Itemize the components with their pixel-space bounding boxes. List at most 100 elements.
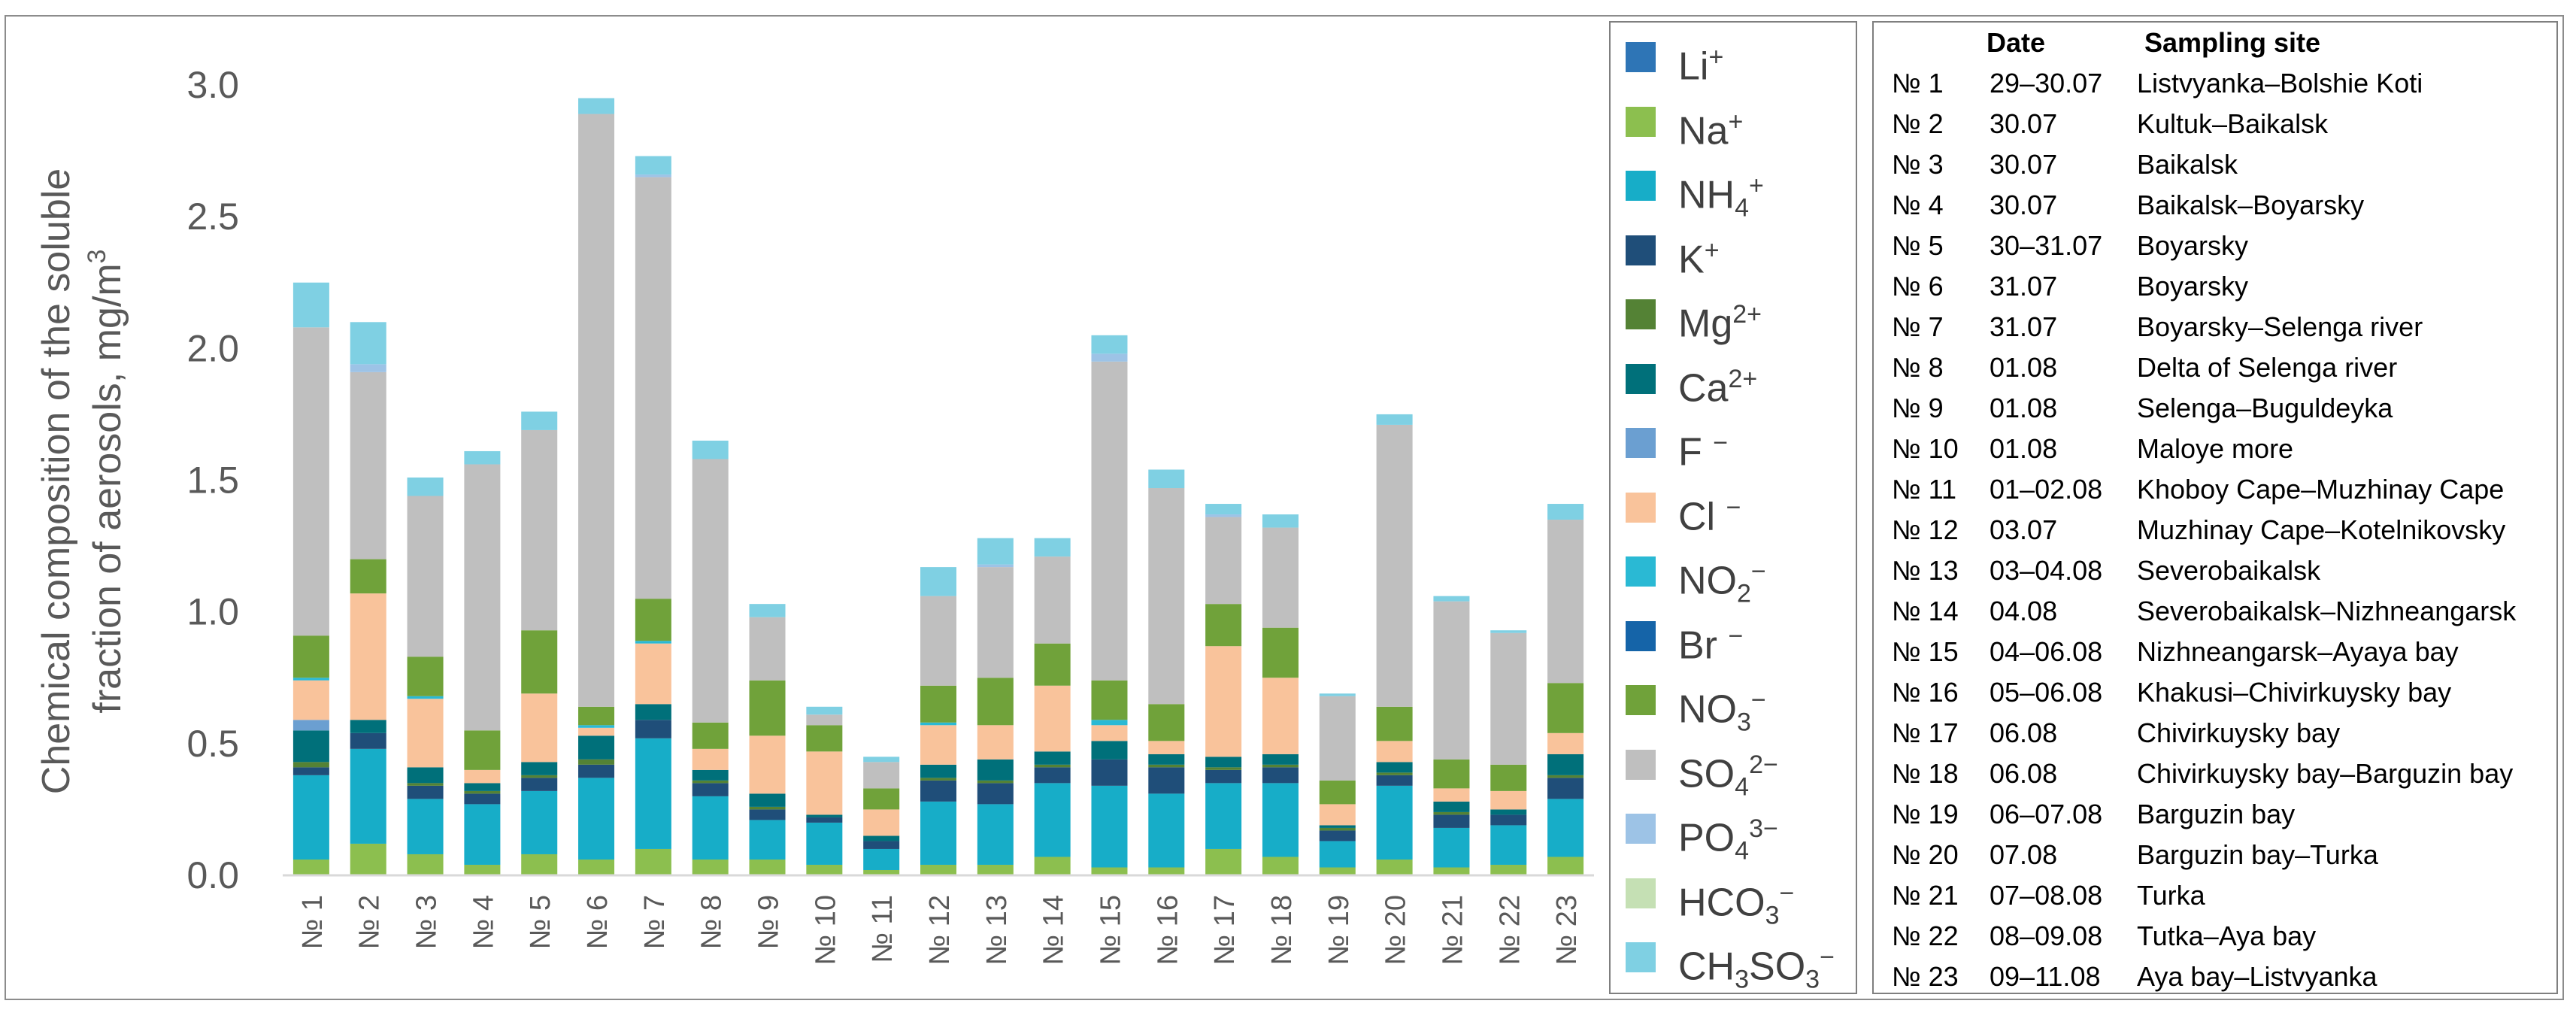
bar-segment	[749, 859, 786, 875]
bar-stack	[350, 322, 386, 875]
bar-segment	[1148, 754, 1185, 765]
bar-segment	[920, 764, 956, 778]
legend-label: Na+	[1678, 107, 1744, 153]
legend-swatch	[1626, 42, 1656, 72]
legend-label: K+	[1678, 235, 1720, 281]
sample-date: 07–08.08	[1990, 880, 2103, 911]
table-row: № 7 31.07 Boyarsky–Selenga river	[1892, 307, 2553, 347]
bar-segment	[806, 817, 843, 823]
bar-segment	[1433, 759, 1470, 789]
x-tick-label: № 10	[810, 895, 841, 966]
legend-item: Ca2+	[1621, 356, 1854, 410]
bar-segment	[1376, 859, 1413, 875]
bar-segment	[292, 282, 329, 328]
sample-date: 01.08	[1990, 433, 2058, 464]
legend-item: NO3−	[1621, 678, 1854, 737]
bar-segment	[1319, 804, 1356, 826]
bar-segment	[920, 725, 956, 765]
x-tick-label: № 7	[639, 895, 671, 949]
bar-segment	[1490, 790, 1527, 810]
bar-segment	[1091, 353, 1128, 362]
x-tick-label: № 9	[753, 895, 785, 949]
x-tick-label: № 6	[582, 895, 614, 949]
sample-date: 29–30.07	[1990, 68, 2103, 99]
bar-segment	[692, 748, 729, 770]
bar-segment	[1091, 720, 1128, 726]
bar-segment	[863, 788, 900, 810]
bar-segment	[635, 156, 671, 175]
bar-stack	[1376, 414, 1413, 875]
figure-frame	[5, 15, 2564, 1000]
bar-segment	[1091, 335, 1128, 354]
bar-stack	[1205, 504, 1242, 875]
bar-stack	[692, 440, 729, 875]
bar-segment	[521, 854, 558, 875]
legend-swatch	[1626, 492, 1656, 523]
legend-item: HCO3−	[1621, 871, 1854, 929]
sample-date: 07.08	[1990, 839, 2058, 870]
bar-segment	[292, 678, 329, 681]
sample-site: Muzhinay Cape–Kotelnikovsky	[2137, 514, 2506, 545]
legend-swatch	[1626, 171, 1656, 201]
x-tick-label: № 15	[1095, 895, 1126, 966]
bar-segment	[464, 864, 501, 875]
bar-segment	[1034, 643, 1071, 686]
bar-segment	[1547, 504, 1584, 520]
bar-segment	[806, 751, 843, 815]
sample-date: 04–06.08	[1990, 636, 2103, 667]
sample-number: № 16	[1892, 677, 1959, 708]
bar-segment	[1148, 741, 1185, 754]
bar-stack	[920, 567, 956, 875]
bar-segment	[635, 848, 671, 875]
legend-item: NH4+	[1621, 163, 1854, 223]
bar-segment	[1376, 772, 1413, 775]
bar-stack	[1262, 514, 1299, 875]
table-row: № 4 30.07 Baikalsk–Boyarsky	[1892, 185, 2553, 226]
bar-segment	[635, 599, 671, 641]
bar-stack	[635, 156, 671, 875]
bar-stack	[749, 604, 786, 875]
bar-segment	[1034, 767, 1071, 784]
sample-number: № 15	[1892, 636, 1959, 667]
sample-number: № 19	[1892, 799, 1959, 829]
bar-segment	[1490, 764, 1527, 791]
y-tick-label: 1.5	[186, 459, 239, 502]
sample-site: Baikalsk	[2137, 149, 2238, 180]
bar-segment	[1262, 764, 1299, 768]
sample-number: № 3	[1892, 149, 1944, 180]
bar-segment	[521, 778, 558, 791]
y-ticks: 0.0 0.5 1.0 1.5 2.0 2.5 3.0	[186, 64, 239, 896]
bar-segment	[692, 459, 729, 723]
bar-segment	[1148, 867, 1185, 875]
bar-segment	[578, 98, 615, 114]
bar-segment	[920, 780, 956, 802]
bar-segment	[1091, 785, 1128, 868]
legend-item: Li+	[1621, 35, 1854, 88]
table-row: № 19 06–07.08 Barguzin bay	[1892, 794, 2553, 835]
legend-swatch	[1626, 685, 1656, 715]
svg-text:Chemical composition of the so: Chemical composition of the soluble	[35, 168, 78, 794]
legend-swatch	[1626, 556, 1656, 587]
legend-item: CH3SO3−	[1621, 935, 1854, 994]
bar-segment	[578, 759, 615, 765]
bar-segment	[749, 680, 786, 736]
sample-number: № 9	[1892, 393, 1944, 423]
bar-segment	[749, 617, 786, 681]
bar-segment	[1547, 520, 1584, 684]
sample-date: 31.07	[1990, 311, 2058, 342]
legend-label: NO2−	[1678, 557, 1766, 608]
legend-swatch	[1626, 428, 1656, 458]
bar-segment	[350, 593, 386, 720]
bar-segment	[407, 783, 444, 786]
bar-segment	[1319, 827, 1356, 831]
table-row: № 17 06.08 Chivirkuysky bay	[1892, 713, 2553, 754]
bar-segment	[977, 783, 1014, 805]
bar-segment	[464, 783, 501, 791]
bar-segment	[863, 809, 900, 836]
bar-segment	[578, 859, 615, 875]
sample-date: 01.08	[1990, 352, 2058, 383]
sample-site: Barguzin bay–Turka	[2137, 839, 2378, 870]
bar-segment	[977, 804, 1014, 865]
bar-segment	[578, 727, 615, 736]
y-tick-label: 2.0	[186, 327, 239, 369]
